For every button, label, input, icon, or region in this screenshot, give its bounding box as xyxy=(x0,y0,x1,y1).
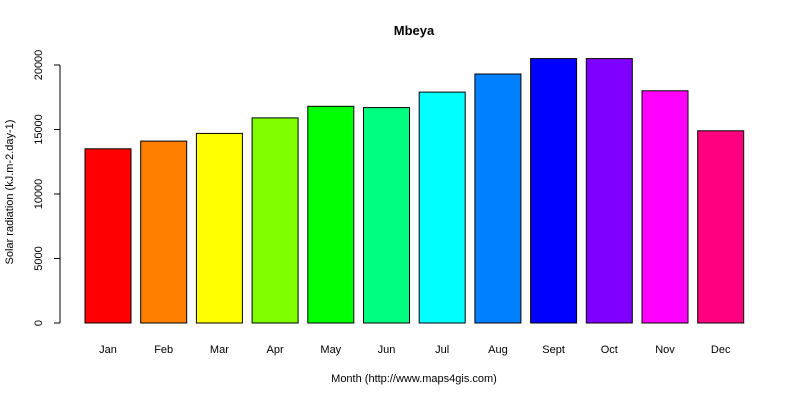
x-tick-label: Nov xyxy=(655,344,675,356)
x-tick-label: Dec xyxy=(711,344,731,356)
x-tick-label: Aug xyxy=(488,344,508,356)
x-axis-label: Month (http://www.maps4gis.com) xyxy=(331,373,497,385)
y-axis: 0 5000 10000 15000 20000 xyxy=(33,50,61,326)
bar-oct xyxy=(585,58,633,324)
bar-jul xyxy=(418,91,466,324)
bar-mar xyxy=(195,132,243,324)
bar-may xyxy=(307,105,355,324)
x-tick-label: Oct xyxy=(601,344,618,356)
bar-jun xyxy=(363,107,410,324)
x-tick-label: May xyxy=(320,344,341,356)
x-axis-ticks: Jan Feb Mar Apr May Jun Jul Aug Sept Oct Nov Dec xyxy=(99,344,731,356)
y-axis-label: Solar radiation (kJ.m-2.day-1) xyxy=(4,120,16,265)
x-tick-label: Jan xyxy=(99,344,117,356)
y-tick-label: 15000 xyxy=(33,114,45,145)
x-tick-label: Sept xyxy=(542,344,565,356)
bar-aug xyxy=(474,73,522,324)
y-tick-label: 0 xyxy=(33,320,45,326)
bar-apr xyxy=(251,117,299,324)
bar-dec xyxy=(697,130,745,324)
x-tick-label: Jun xyxy=(378,344,396,356)
x-tick-label: Feb xyxy=(154,344,173,356)
bar-feb xyxy=(140,140,188,324)
x-tick-label: Apr xyxy=(267,344,284,356)
x-tick-label: Mar xyxy=(210,344,229,356)
y-tick-label: 5000 xyxy=(33,246,45,270)
chart-title: Mbeya xyxy=(394,23,435,38)
bar-jan xyxy=(84,148,132,324)
bar-sept xyxy=(530,58,578,324)
x-tick-label: Jul xyxy=(435,344,449,356)
bar-nov xyxy=(641,90,689,324)
y-tick-label: 20000 xyxy=(33,50,45,81)
bars xyxy=(84,58,745,324)
y-tick-label: 10000 xyxy=(33,179,45,210)
